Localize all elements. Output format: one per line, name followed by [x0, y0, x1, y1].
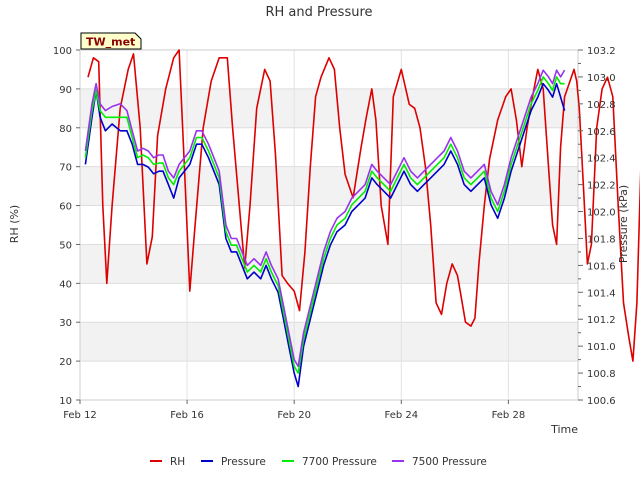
legend-label-7500-pressure: 7500 Pressure	[412, 456, 487, 468]
y-right-tick-label: 101.0	[587, 342, 616, 353]
y-right-tick-label: 102.4	[587, 154, 616, 165]
y-right-tick-label: 103.0	[587, 73, 616, 84]
y-right-tick-label: 100.8	[587, 369, 616, 380]
legend-label-rh: RH	[170, 456, 185, 468]
y-right-tick-label: 101.6	[587, 261, 616, 272]
x-tick-label: Feb 24	[384, 410, 418, 421]
y-left-tick-label: 40	[59, 279, 72, 290]
y-right-tick-label: 101.8	[587, 234, 616, 245]
y-right-tick-label: 100.6	[587, 396, 616, 407]
site-label: TW_met	[86, 36, 135, 49]
series-line-pressure	[84, 82, 566, 388]
y-axis-right-label: Pressure (kPa)	[617, 185, 630, 263]
y-right-tick-label: 102.6	[587, 127, 616, 138]
y-left-tick-label: 80	[59, 124, 72, 135]
y-left-tick-label: 30	[59, 318, 72, 329]
x-tick-label: Feb 12	[63, 410, 97, 421]
y-left-tick-label: 90	[59, 85, 72, 96]
y-left-tick-label: 20	[59, 357, 72, 368]
y-left-tick-label: 50	[59, 240, 72, 251]
y-right-tick-label: 101.2	[587, 315, 616, 326]
series-line-rh	[87, 49, 640, 362]
y-left-tick-label: 100	[53, 46, 72, 57]
x-tick-label: Feb 16	[170, 410, 204, 421]
x-axis-label: Time	[550, 423, 578, 436]
series-line-7500-pressure	[84, 69, 566, 368]
chart-title: RH and Pressure	[265, 5, 372, 20]
legend: RH Pressure 7700 Pressure 7500 Pressure	[150, 456, 487, 468]
y-right-tick-label: 102.8	[587, 100, 616, 111]
x-tick-label: Feb 28	[492, 410, 526, 421]
y-left-tick-label: 70	[59, 163, 72, 174]
y-left-tick-label: 60	[59, 202, 72, 213]
y-axis-left-label: RH (%)	[8, 205, 21, 243]
grid-band	[80, 322, 578, 362]
legend-label-pressure: Pressure	[221, 456, 266, 468]
site-label-badge: TW_met	[80, 32, 142, 50]
legend-label-7700-pressure: 7700 Pressure	[302, 456, 377, 468]
y-right-tick-label: 101.4	[587, 288, 616, 299]
grid-band	[80, 88, 578, 128]
y-right-tick-label: 102.2	[587, 181, 616, 192]
x-tick-label: Feb 20	[277, 410, 311, 421]
y-right-tick-label: 103.2	[587, 46, 616, 57]
series-line-7700-pressure	[84, 76, 565, 374]
y-right-tick-label: 102.0	[587, 208, 616, 219]
y-left-tick-label: 10	[59, 396, 72, 407]
